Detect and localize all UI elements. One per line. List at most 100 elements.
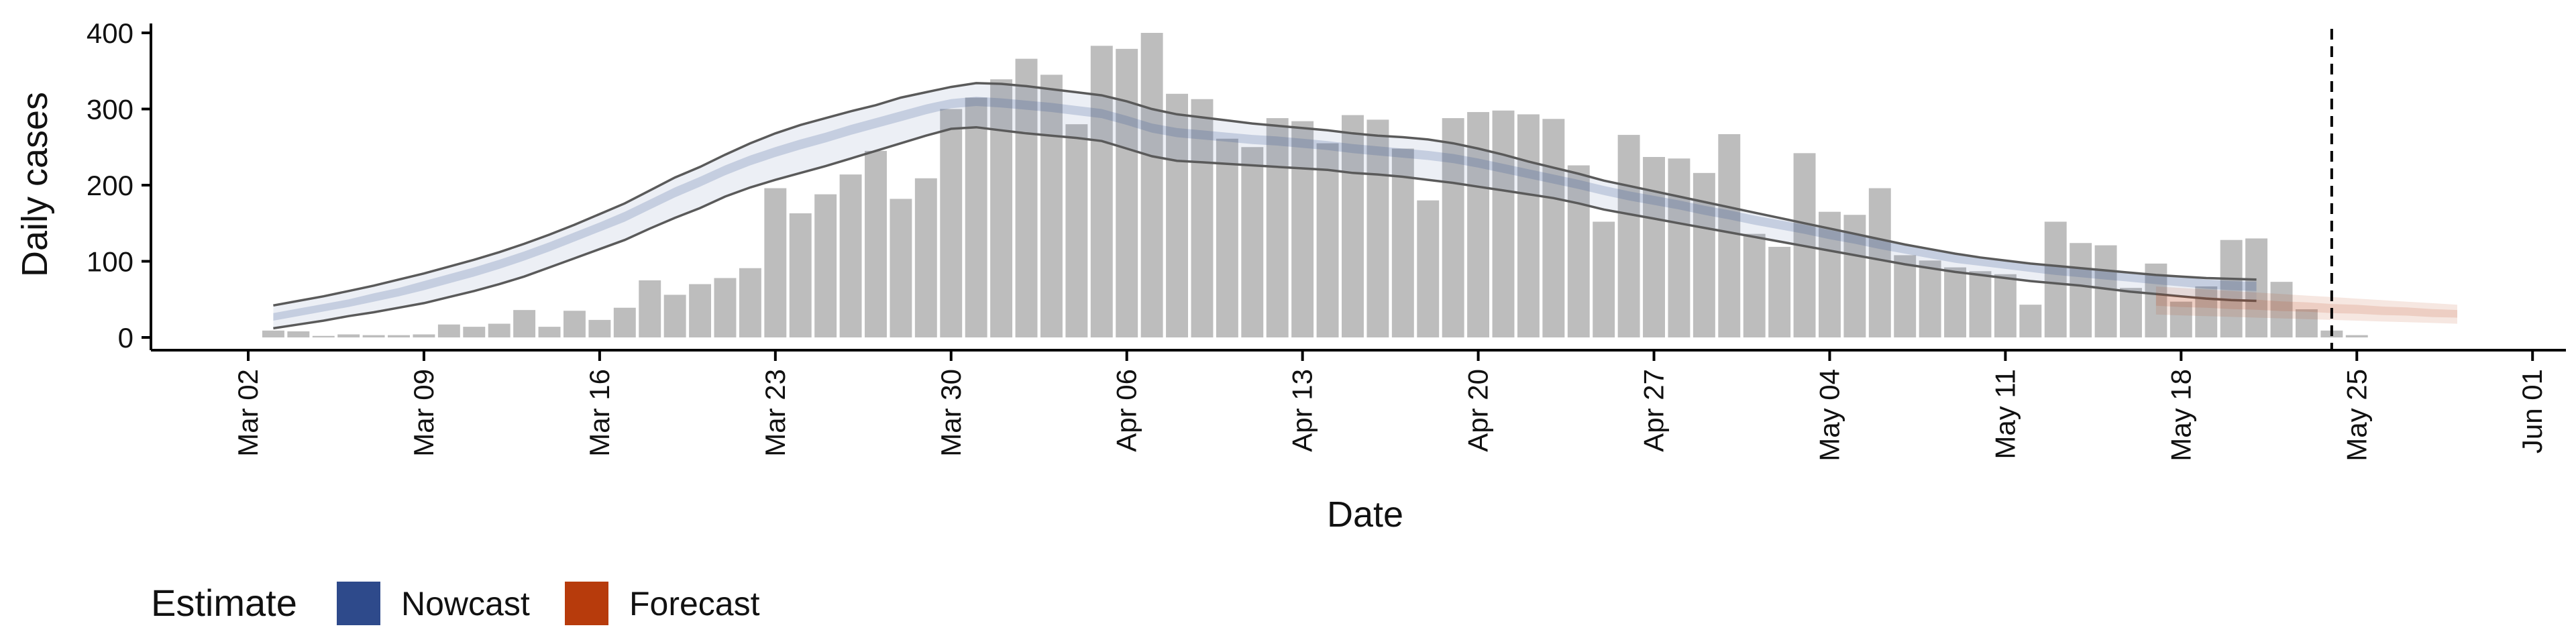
bar bbox=[1241, 147, 1264, 337]
bar bbox=[663, 294, 686, 337]
bar bbox=[1567, 165, 1590, 338]
nowcast-outer-band bbox=[273, 83, 2257, 329]
bar bbox=[739, 268, 761, 337]
bar bbox=[1492, 110, 1515, 337]
bar bbox=[312, 335, 335, 337]
bar bbox=[538, 327, 561, 337]
bar bbox=[1342, 115, 1364, 337]
bar bbox=[2195, 286, 2218, 337]
legend-swatch-nowcast bbox=[337, 582, 380, 625]
bar bbox=[2220, 239, 2243, 337]
legend-title: Estimate bbox=[151, 582, 297, 624]
x-tick-label: Mar 30 bbox=[935, 369, 967, 457]
bar bbox=[337, 334, 360, 337]
bar bbox=[1140, 33, 1163, 337]
bar bbox=[362, 335, 385, 337]
bar bbox=[1969, 271, 1992, 337]
x-tick-label: Mar 09 bbox=[408, 369, 439, 457]
bar bbox=[1040, 74, 1063, 338]
x-tick-label: May 25 bbox=[2341, 369, 2372, 462]
bar bbox=[890, 199, 912, 337]
bar bbox=[1718, 133, 1741, 337]
x-tick-label: May 18 bbox=[2165, 369, 2196, 462]
bar bbox=[613, 307, 636, 337]
bar bbox=[2070, 243, 2092, 337]
bar bbox=[764, 188, 787, 337]
x-tick-label: May 11 bbox=[1989, 369, 2021, 460]
legend: Estimate Nowcast Forecast bbox=[151, 582, 760, 625]
x-tick-label: Mar 23 bbox=[759, 369, 791, 457]
legend-swatch-forecast bbox=[565, 582, 608, 625]
forecast-outer-band bbox=[2155, 286, 2457, 324]
legend-label-forecast: Forecast bbox=[629, 585, 760, 623]
bar bbox=[1894, 255, 1917, 337]
bar bbox=[2169, 301, 2192, 337]
x-tick-label: May 04 bbox=[1814, 369, 1845, 462]
bar bbox=[1944, 267, 1967, 337]
x-axis-ticks: Mar 02 Mar 09 Mar 16 Mar 23 Mar 30 Apr 06 Apr … bbox=[232, 350, 2548, 462]
bar bbox=[1316, 143, 1339, 337]
bar bbox=[1291, 121, 1314, 337]
bar bbox=[1919, 260, 1941, 337]
nowcast-bands bbox=[273, 82, 2257, 330]
bar bbox=[2120, 288, 2142, 337]
bar bbox=[1417, 200, 1440, 337]
nowcast-lower-line bbox=[273, 125, 2257, 330]
bar bbox=[1191, 99, 1214, 337]
x-tick-label: Apr 27 bbox=[1638, 369, 1670, 452]
bar bbox=[1065, 124, 1088, 337]
legend-label-nowcast: Nowcast bbox=[401, 585, 530, 623]
y-tick-label: 400 bbox=[87, 17, 133, 49]
x-axis-title: Date bbox=[1327, 494, 1403, 535]
nowcast-inner-band bbox=[273, 97, 2257, 321]
bar bbox=[639, 280, 661, 337]
nowcast-upper-line bbox=[273, 82, 2257, 307]
y-tick-label: 0 bbox=[118, 322, 133, 354]
bar bbox=[1768, 246, 1791, 337]
x-tick-label: Apr 06 bbox=[1111, 369, 1142, 452]
bar bbox=[2019, 305, 2042, 337]
bar bbox=[488, 323, 511, 337]
bar bbox=[789, 213, 812, 337]
bar bbox=[965, 97, 987, 337]
x-tick-label: Apr 13 bbox=[1287, 369, 1318, 452]
bar bbox=[940, 109, 963, 337]
bar bbox=[588, 319, 611, 337]
bar bbox=[262, 330, 284, 337]
bar bbox=[563, 311, 586, 337]
x-tick-label: Jun 01 bbox=[2516, 369, 2548, 453]
bar bbox=[1542, 119, 1565, 337]
bar bbox=[2245, 238, 2268, 337]
bar bbox=[388, 335, 410, 337]
bar bbox=[1693, 172, 1715, 337]
bar bbox=[2345, 335, 2368, 337]
bar bbox=[814, 194, 837, 337]
bar bbox=[1517, 114, 1540, 337]
bar bbox=[714, 278, 737, 337]
bar bbox=[1868, 188, 1891, 337]
bar bbox=[1643, 157, 1665, 337]
bar bbox=[1442, 118, 1464, 337]
y-axis-title: Daily cases bbox=[15, 92, 55, 277]
bar bbox=[463, 327, 486, 337]
bar bbox=[1743, 233, 1766, 337]
bar bbox=[1166, 93, 1189, 338]
bar bbox=[914, 178, 937, 337]
bar bbox=[1818, 211, 1841, 337]
bar bbox=[1593, 221, 1615, 337]
bar bbox=[865, 150, 887, 338]
bar bbox=[2044, 221, 2067, 337]
x-tick-label: Mar 02 bbox=[232, 369, 264, 457]
bar bbox=[1668, 158, 1690, 337]
bar bbox=[839, 174, 862, 337]
y-tick-label: 200 bbox=[87, 170, 133, 201]
bar bbox=[413, 334, 435, 337]
bar bbox=[2270, 282, 2293, 337]
bar bbox=[2094, 245, 2117, 337]
y-tick-label: 300 bbox=[87, 94, 133, 125]
bar bbox=[990, 79, 1013, 338]
bar bbox=[287, 331, 310, 337]
axes bbox=[150, 23, 2566, 352]
bar bbox=[1366, 119, 1389, 337]
